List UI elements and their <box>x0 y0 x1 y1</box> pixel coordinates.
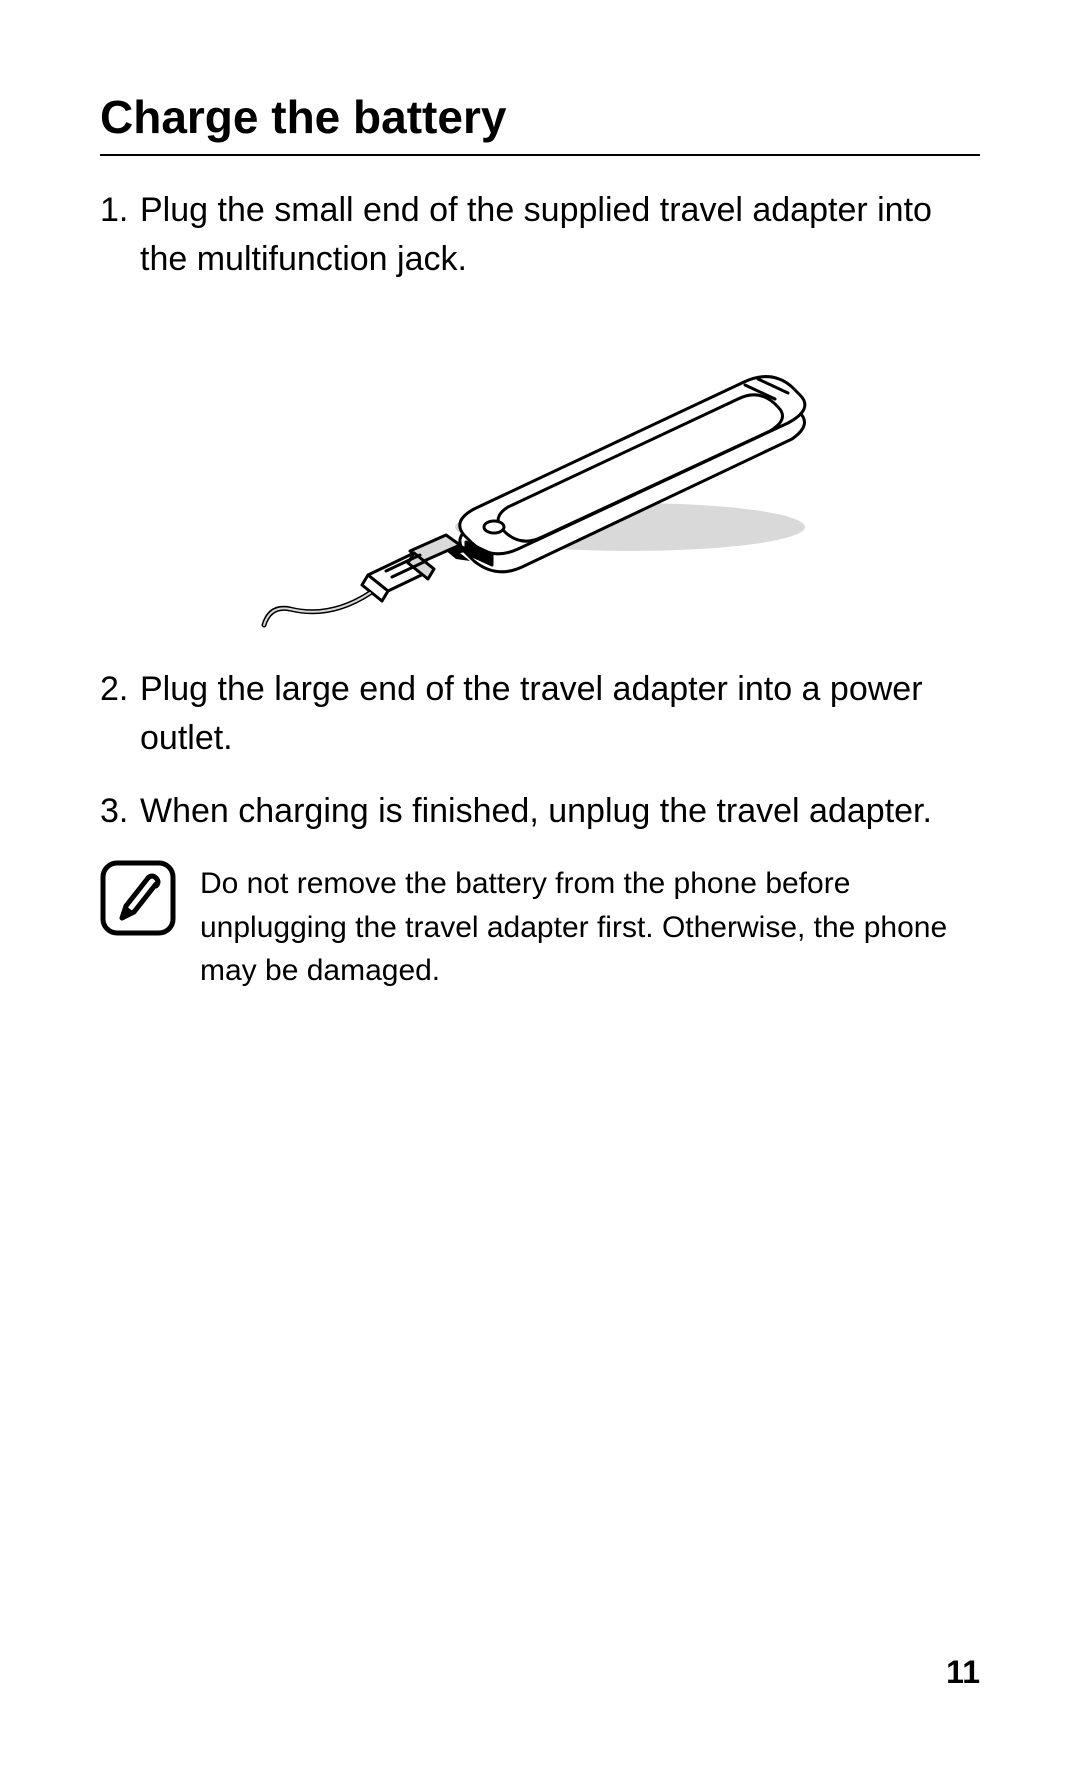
step-item: 3. When charging is finished, unplug the… <box>100 787 980 836</box>
note-text: Do not remove the battery from the phone… <box>200 860 980 993</box>
step-text: When charging is finished, unplug the tr… <box>140 787 980 836</box>
step-text: Plug the large end of the travel adapter… <box>140 665 980 764</box>
step-number: 3. <box>100 787 140 836</box>
page-title: Charge the battery <box>100 90 980 156</box>
step-number: 1. <box>100 186 140 285</box>
note-icon <box>100 860 176 936</box>
page-number: 11 <box>946 1654 980 1691</box>
step-item: 1. Plug the small end of the supplied tr… <box>100 186 980 285</box>
phone-charging-diagram <box>260 309 820 629</box>
diagram-container <box>100 309 980 629</box>
step-number: 2. <box>100 665 140 764</box>
note-block: Do not remove the battery from the phone… <box>100 860 980 993</box>
step-item: 2. Plug the large end of the travel adap… <box>100 665 980 764</box>
steps-list: 1. Plug the small end of the supplied tr… <box>100 186 980 993</box>
step-text: Plug the small end of the supplied trave… <box>140 186 980 285</box>
